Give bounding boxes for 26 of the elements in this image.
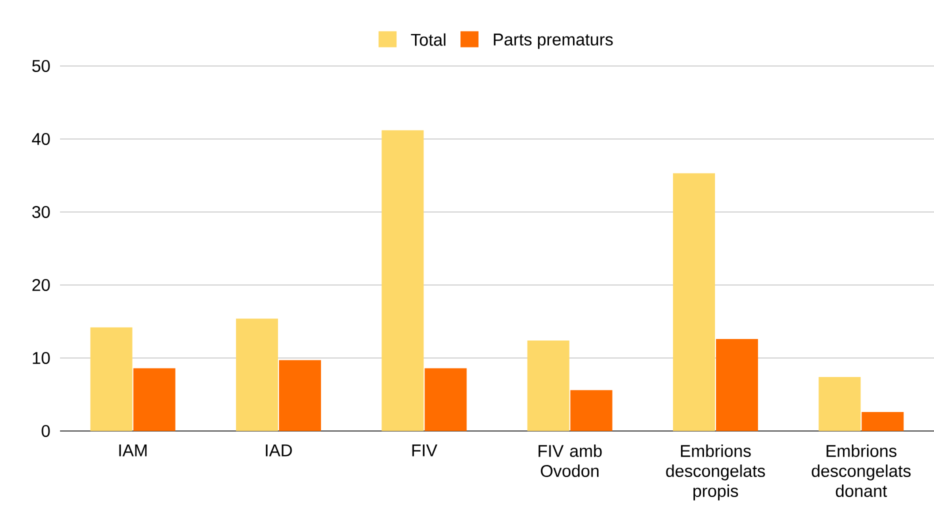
y-tick-label: 20 <box>32 278 50 292</box>
legend-label: Parts prematurs <box>494 34 613 49</box>
bar <box>527 340 570 431</box>
x-tick-label: IAM <box>119 444 147 456</box>
legend-label: Total <box>410 33 446 46</box>
bar <box>382 130 424 431</box>
y-tick-label: 30 <box>32 206 50 218</box>
bar <box>133 368 176 431</box>
bar <box>862 412 904 431</box>
x-tick-label: Embrions descongelats propis <box>666 444 765 500</box>
x-tick-label: FIV <box>412 444 438 456</box>
bar <box>424 368 467 431</box>
y-tick-label: 50 <box>32 60 50 72</box>
bar <box>570 390 612 431</box>
y-tick-label: 40 <box>32 132 50 146</box>
x-tick-label: Embrions descongelats donant <box>812 444 911 498</box>
bar <box>236 318 278 431</box>
bar <box>673 173 715 431</box>
y-tick-label: 10 <box>32 352 50 364</box>
x-tick-label: IAD <box>266 444 292 456</box>
x-tick-label: FIV amb Ovodon <box>538 444 602 478</box>
bar <box>716 339 758 431</box>
bar <box>279 360 322 431</box>
y-tick-label: 0 <box>42 424 50 438</box>
bar <box>90 327 132 431</box>
bar <box>818 376 861 431</box>
